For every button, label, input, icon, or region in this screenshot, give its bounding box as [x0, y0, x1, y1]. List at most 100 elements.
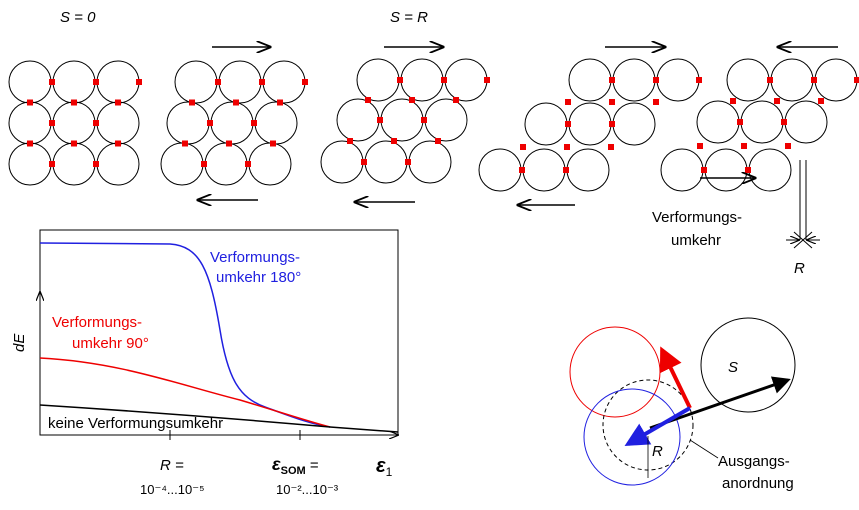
y-label: dE [11, 333, 28, 352]
grain [741, 101, 783, 143]
initial-label: anordnung [722, 475, 794, 492]
contact [409, 97, 415, 103]
grain [445, 59, 487, 101]
contact [609, 121, 615, 127]
x-label: 10⁻²...10⁻³ [276, 482, 339, 497]
contact [609, 99, 615, 105]
subscript: 1 [386, 465, 393, 479]
grain [167, 102, 209, 144]
contact [27, 100, 33, 106]
contact [49, 161, 55, 167]
contact [233, 100, 239, 106]
grain [97, 102, 139, 144]
contact [277, 100, 283, 106]
suffix: = [306, 457, 319, 474]
contact [49, 79, 55, 85]
contact [697, 143, 703, 149]
grain [525, 103, 567, 145]
contact [71, 100, 77, 106]
grain [401, 59, 443, 101]
r-label: R [652, 443, 663, 460]
figure: S = 0 S = R Verformungs- umkehr R Verfor… [0, 0, 859, 510]
grain [9, 61, 51, 103]
contact [653, 77, 659, 83]
contact [730, 98, 736, 104]
x-label: 10⁻⁴...10⁻⁵ [140, 482, 204, 497]
contact [421, 117, 427, 123]
reversal-label: Verformungs- [652, 209, 742, 226]
grain [53, 61, 95, 103]
grain [255, 102, 297, 144]
grain [409, 141, 451, 183]
contact [774, 98, 780, 104]
r-label: R [794, 260, 805, 277]
grain [815, 59, 857, 101]
curve-label: umkehr 180° [216, 269, 301, 286]
contact [302, 79, 308, 85]
grain [211, 102, 253, 144]
curve-label: keine Verformungsumkehr [48, 415, 223, 432]
grain [53, 102, 95, 144]
label-s0: S = 0 [60, 9, 96, 26]
contact [608, 144, 614, 150]
contact [653, 99, 659, 105]
contact [696, 77, 702, 83]
contact [226, 141, 232, 147]
contact [361, 159, 367, 165]
contact [397, 77, 403, 83]
contact [609, 77, 615, 83]
contact [701, 167, 707, 173]
contact [737, 119, 743, 125]
grain [569, 59, 611, 101]
grain [365, 141, 407, 183]
grain [727, 59, 769, 101]
symbol: ε [376, 455, 386, 477]
x-label: ε1 [376, 455, 393, 479]
curve-label: Verformungs- [210, 249, 300, 266]
grain [771, 59, 813, 101]
contact [435, 138, 441, 144]
grain [785, 101, 827, 143]
grain [661, 149, 703, 191]
contact [519, 167, 525, 173]
contact [781, 119, 787, 125]
contact [182, 141, 188, 147]
contact [520, 144, 526, 150]
contact [563, 167, 569, 173]
contact [71, 141, 77, 147]
grain [219, 61, 261, 103]
grain [569, 103, 611, 145]
contact [785, 143, 791, 149]
grain [205, 143, 247, 185]
contact [741, 143, 747, 149]
contact [767, 77, 773, 83]
contact [745, 167, 751, 173]
grain [9, 143, 51, 185]
contact [441, 77, 447, 83]
contact [564, 144, 570, 150]
contact [93, 79, 99, 85]
contact [49, 120, 55, 126]
x-label: εSOM = [272, 454, 319, 477]
contact [565, 99, 571, 105]
grain [479, 149, 521, 191]
contact [453, 97, 459, 103]
contact [391, 138, 397, 144]
grain [523, 149, 565, 191]
contact [189, 100, 195, 106]
initial-label: Ausgangs- [718, 453, 790, 470]
grain-panels [9, 59, 859, 191]
s-label: S [728, 359, 738, 376]
contact [365, 97, 371, 103]
contact [818, 98, 824, 104]
grain [9, 102, 51, 144]
grain [749, 149, 791, 191]
grain [337, 99, 379, 141]
contact [811, 77, 817, 83]
contact [484, 77, 490, 83]
contact [377, 117, 383, 123]
contact [270, 141, 276, 147]
contact [245, 161, 251, 167]
label-sr: S = R [390, 9, 428, 26]
grain [425, 99, 467, 141]
